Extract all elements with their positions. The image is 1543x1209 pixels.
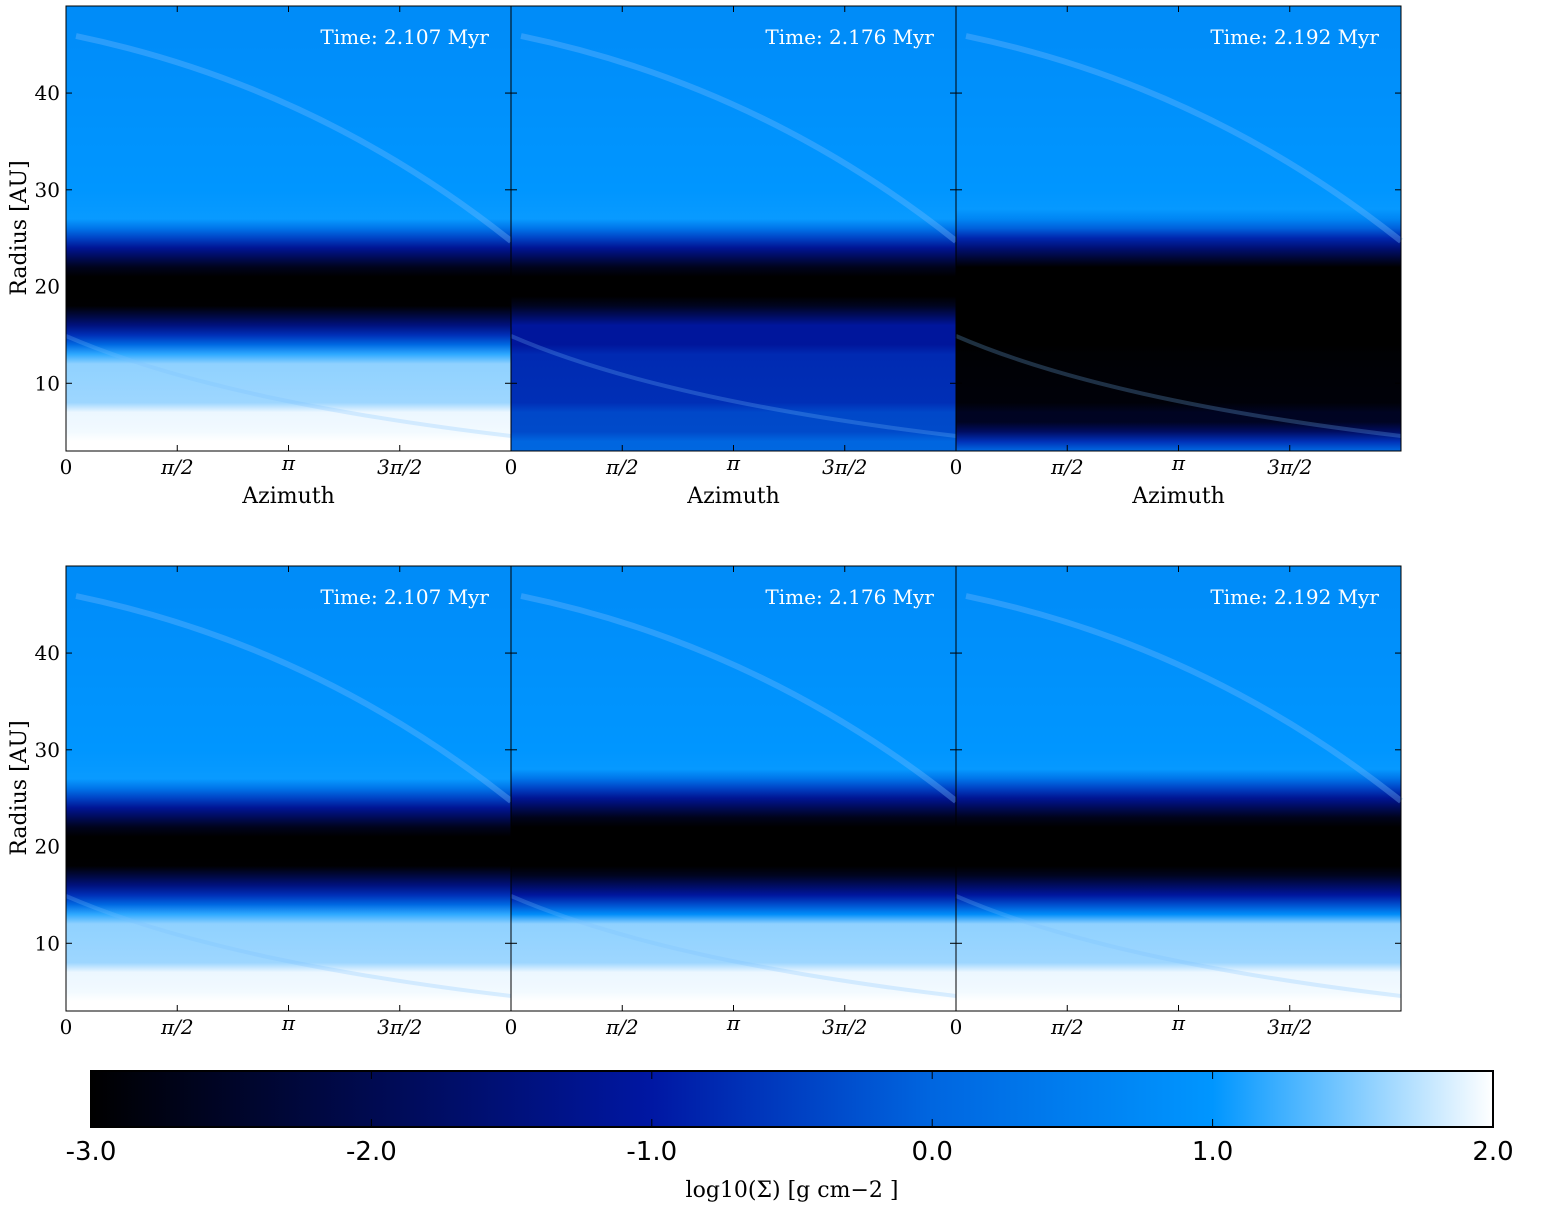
colorbar-gradient (90, 1070, 1494, 1128)
panel-time-label: Time: 2.176 Myr (765, 25, 934, 49)
y-tick-label: 30 (35, 738, 60, 762)
x-tick-label: π (1171, 1011, 1186, 1035)
heatmap-panel: Time: 2.176 Myr 0 π/2 π 3π/2 Azimuth (505, 5, 958, 509)
y-tick-label: 10 (35, 931, 60, 955)
colorbar-tick-label: 0.0 (912, 1137, 953, 1167)
spiral-arm (955, 894, 1402, 998)
colorbar: -3.0 -2.0 -1.0 0.0 1.0 2.0 log10(Σ) [g cm−2 ] (66, 1070, 1514, 1203)
density-map (956, 566, 1401, 1011)
spiral-arm (65, 894, 512, 998)
row-2-ylabel: Radius [AU] (7, 720, 32, 855)
x-tick-label: 3π/2 (822, 1015, 867, 1039)
density-map (511, 6, 956, 451)
colorbar-tick-label: 2.0 (1472, 1137, 1513, 1167)
heatmap-panel: Time: 2.107 Myr 10 20 30 40 0 π/2 π 3π/2 Azimuth (35, 5, 513, 509)
x-tick-label: 0 (505, 455, 518, 479)
colorbar-label: log10(Σ) [g cm−2 ] (686, 1178, 899, 1203)
spiral-arm (965, 593, 1403, 804)
x-tick-label: 3π/2 (377, 1015, 422, 1039)
x-tick-label: π/2 (160, 455, 194, 479)
spiral-arm (75, 593, 513, 804)
density-map (956, 6, 1401, 451)
y-tick-label: 10 (35, 371, 60, 395)
spiral-arm (510, 894, 957, 998)
x-tick-label: 0 (505, 1015, 518, 1039)
panel-time-label: Time: 2.176 Myr (765, 585, 934, 609)
x-axis-label: Azimuth (686, 484, 780, 509)
x-tick-label: π (281, 1011, 296, 1035)
x-tick-label: π/2 (160, 1015, 194, 1039)
x-tick-label: 3π/2 (377, 455, 422, 479)
heatmap-panel: Time: 2.192 Myr 0 π/2 π 3π/2 Azimuth (950, 5, 1403, 509)
x-tick-label: π/2 (605, 455, 639, 479)
x-tick-label: 0 (950, 455, 963, 479)
spiral-arm (520, 33, 958, 244)
colorbar-tick-label: -2.0 (346, 1137, 397, 1167)
panel-time-label: Time: 2.107 Myr (320, 585, 489, 609)
colorbar-ticks: -3.0 -2.0 -1.0 0.0 1.0 2.0 (66, 1071, 1514, 1167)
spiral-arm (75, 33, 513, 244)
spiral-arm (65, 334, 512, 438)
x-tick-label: π/2 (1050, 1015, 1084, 1039)
x-axis-label: Azimuth (241, 484, 335, 509)
row-axis-labels: Radius [AU] Radius [AU] (7, 160, 32, 855)
x-tick-label: π (281, 451, 296, 475)
panel-time-label: Time: 2.192 Myr (1210, 25, 1379, 49)
colorbar-tick-label: -3.0 (66, 1137, 117, 1167)
y-tick-label: 20 (35, 835, 60, 859)
x-tick-label: 0 (950, 1015, 963, 1039)
x-tick-label: 0 (60, 1015, 73, 1039)
colorbar-tick-label: 1.0 (1192, 1137, 1233, 1167)
x-tick-label: π/2 (605, 1015, 639, 1039)
x-tick-label: π/2 (1050, 455, 1084, 479)
heatmap-panel: Time: 2.192 Myr 0 π/2 π 3π/2 (950, 565, 1403, 1039)
density-map (511, 566, 956, 1011)
spiral-arm (510, 334, 957, 438)
y-tick-label: 40 (35, 81, 60, 105)
x-tick-label: 3π/2 (1267, 455, 1312, 479)
x-tick-label: 3π/2 (1267, 1015, 1312, 1039)
y-tick-label: 30 (35, 178, 60, 202)
x-tick-label: π (726, 451, 741, 475)
x-tick-label: 0 (60, 455, 73, 479)
x-tick-label: π (1171, 451, 1186, 475)
x-axis-label: Azimuth (1131, 484, 1225, 509)
panel-time-label: Time: 2.192 Myr (1210, 585, 1379, 609)
x-tick-label: π (726, 1011, 741, 1035)
y-tick-label: 20 (35, 275, 60, 299)
colorbar-tick-label: -1.0 (626, 1137, 677, 1167)
heatmap-panel: Time: 2.176 Myr 0 π/2 π 3π/2 (505, 565, 958, 1039)
panel-time-label: Time: 2.107 Myr (320, 25, 489, 49)
density-map (66, 6, 511, 451)
spiral-arm (955, 334, 1402, 438)
heatmap-panel: Time: 2.107 Myr 10 20 30 40 0 π/2 π 3π/2 (35, 565, 513, 1039)
x-tick-label: 3π/2 (822, 455, 867, 479)
density-map (66, 566, 511, 1011)
spiral-arm (965, 33, 1403, 244)
spiral-arm (520, 593, 958, 804)
row-1-ylabel: Radius [AU] (7, 160, 32, 295)
y-tick-label: 40 (35, 641, 60, 665)
